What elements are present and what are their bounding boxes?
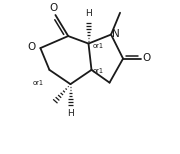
- Text: O: O: [28, 42, 36, 52]
- Text: H: H: [67, 109, 74, 118]
- Text: N: N: [112, 29, 120, 39]
- Text: O: O: [50, 3, 58, 13]
- Text: O: O: [143, 53, 151, 63]
- Text: or1: or1: [93, 43, 104, 49]
- Text: or1: or1: [93, 68, 104, 74]
- Text: H: H: [85, 9, 92, 18]
- Text: or1: or1: [33, 80, 44, 86]
